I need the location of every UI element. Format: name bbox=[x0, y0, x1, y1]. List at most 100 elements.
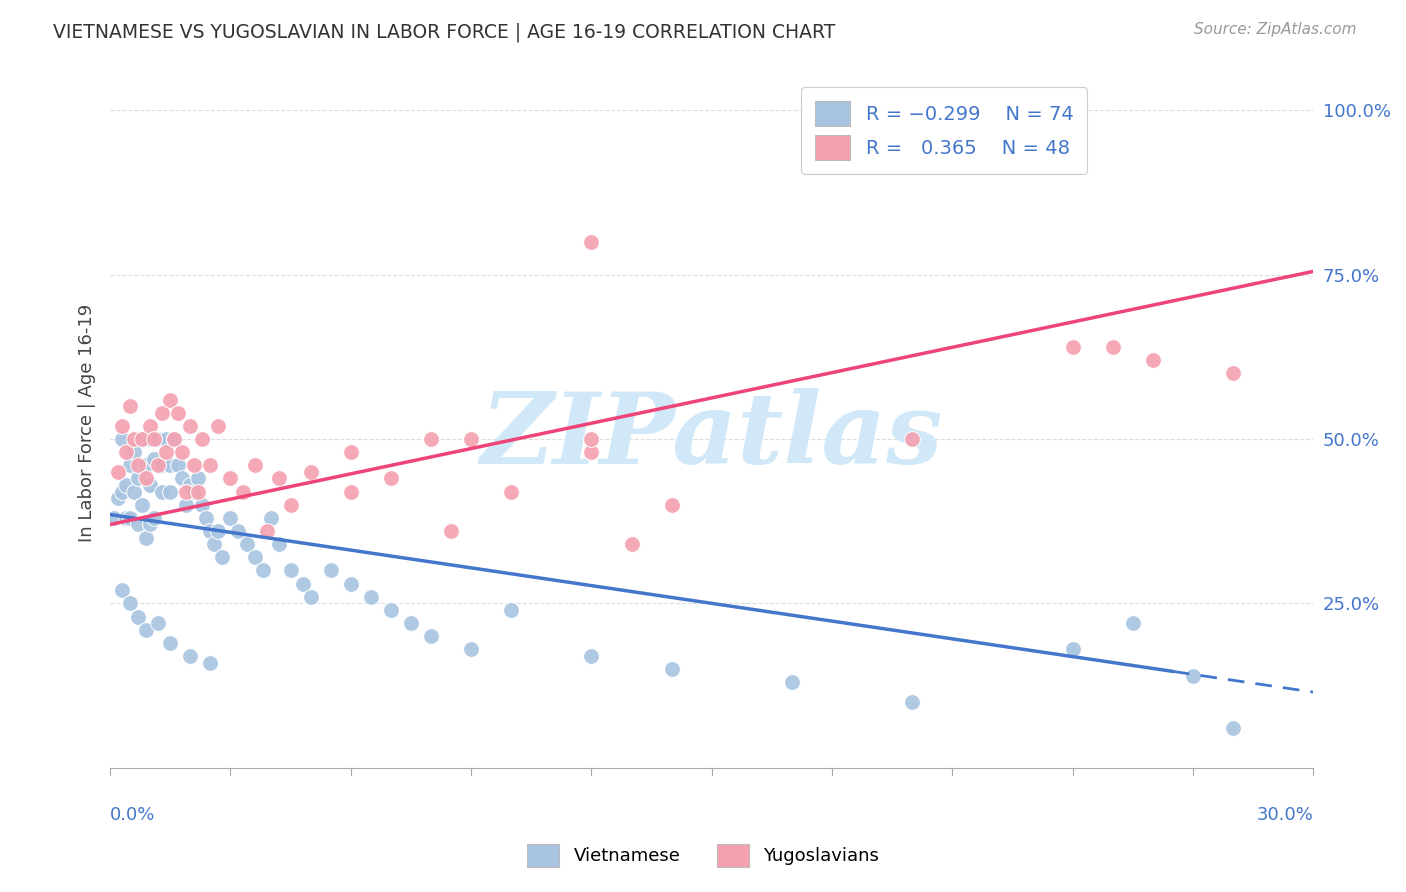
Point bbox=[228, 524, 250, 538]
Point bbox=[148, 616, 170, 631]
Legend: Vietnamese, Yugoslavians: Vietnamese, Yugoslavians bbox=[519, 837, 887, 874]
Point bbox=[120, 511, 142, 525]
Point bbox=[252, 564, 274, 578]
Point bbox=[159, 458, 181, 473]
Text: ZIPatlas: ZIPatlas bbox=[481, 388, 943, 484]
Point bbox=[155, 432, 177, 446]
Point bbox=[195, 511, 218, 525]
Point bbox=[148, 458, 170, 473]
Point bbox=[187, 471, 209, 485]
Point bbox=[131, 432, 153, 446]
Point bbox=[127, 471, 149, 485]
Point bbox=[187, 484, 209, 499]
Point bbox=[167, 406, 190, 420]
Text: VIETNAMESE VS YUGOSLAVIAN IN LABOR FORCE | AGE 16-19 CORRELATION CHART: VIETNAMESE VS YUGOSLAVIAN IN LABOR FORCE… bbox=[53, 22, 835, 42]
Point bbox=[319, 564, 342, 578]
Point bbox=[339, 484, 361, 499]
Point bbox=[256, 524, 278, 538]
Point bbox=[150, 484, 173, 499]
Point bbox=[219, 471, 242, 485]
Point bbox=[135, 458, 157, 473]
Point bbox=[183, 458, 205, 473]
Y-axis label: In Labor Force | Age 16-19: In Labor Force | Age 16-19 bbox=[79, 303, 96, 541]
Point bbox=[135, 471, 157, 485]
Point bbox=[115, 478, 138, 492]
Point bbox=[135, 531, 157, 545]
Point bbox=[200, 524, 222, 538]
Point bbox=[211, 550, 233, 565]
Point bbox=[131, 498, 153, 512]
Point bbox=[420, 629, 443, 643]
Point bbox=[172, 471, 194, 485]
Point bbox=[159, 636, 181, 650]
Point bbox=[501, 603, 523, 617]
Point bbox=[143, 511, 166, 525]
Point bbox=[172, 445, 194, 459]
Point bbox=[131, 432, 153, 446]
Point bbox=[143, 432, 166, 446]
Point bbox=[122, 432, 145, 446]
Point bbox=[267, 471, 290, 485]
Point bbox=[581, 445, 603, 459]
Point bbox=[581, 432, 603, 446]
Point bbox=[1062, 642, 1084, 657]
Point bbox=[163, 432, 186, 446]
Point bbox=[111, 432, 134, 446]
Point bbox=[901, 695, 924, 709]
Point bbox=[143, 451, 166, 466]
Point bbox=[399, 616, 422, 631]
Point bbox=[167, 458, 190, 473]
Point bbox=[460, 642, 482, 657]
Point bbox=[111, 418, 134, 433]
Point bbox=[122, 484, 145, 499]
Point bbox=[620, 537, 643, 551]
Point bbox=[115, 445, 138, 459]
Point bbox=[291, 576, 314, 591]
Point bbox=[120, 596, 142, 610]
Point bbox=[299, 465, 322, 479]
Point bbox=[204, 537, 226, 551]
Point bbox=[139, 517, 162, 532]
Point bbox=[139, 478, 162, 492]
Point bbox=[380, 603, 402, 617]
Point bbox=[179, 648, 201, 663]
Point bbox=[111, 484, 134, 499]
Point bbox=[440, 524, 463, 538]
Point bbox=[139, 432, 162, 446]
Point bbox=[122, 445, 145, 459]
Point bbox=[780, 675, 803, 690]
Point bbox=[120, 399, 142, 413]
Point bbox=[1101, 340, 1123, 354]
Point bbox=[299, 590, 322, 604]
Point bbox=[661, 498, 683, 512]
Point bbox=[103, 511, 125, 525]
Point bbox=[115, 511, 138, 525]
Point bbox=[150, 458, 173, 473]
Point bbox=[339, 576, 361, 591]
Point bbox=[259, 511, 281, 525]
Point bbox=[179, 418, 201, 433]
Point bbox=[267, 537, 290, 551]
Point bbox=[280, 564, 302, 578]
Point bbox=[176, 484, 198, 499]
Point bbox=[460, 432, 482, 446]
Point bbox=[339, 445, 361, 459]
Point bbox=[231, 484, 253, 499]
Point bbox=[207, 418, 229, 433]
Point bbox=[191, 498, 214, 512]
Point bbox=[1142, 353, 1164, 368]
Text: Source: ZipAtlas.com: Source: ZipAtlas.com bbox=[1194, 22, 1357, 37]
Point bbox=[360, 590, 382, 604]
Point bbox=[107, 465, 129, 479]
Point bbox=[148, 432, 170, 446]
Point bbox=[150, 406, 173, 420]
Point bbox=[901, 432, 924, 446]
Point bbox=[1222, 721, 1244, 735]
Point bbox=[111, 583, 134, 598]
Point bbox=[200, 458, 222, 473]
Text: 0.0%: 0.0% bbox=[110, 805, 156, 823]
Point bbox=[159, 392, 181, 407]
Point bbox=[135, 623, 157, 637]
Point bbox=[280, 498, 302, 512]
Point bbox=[200, 656, 222, 670]
